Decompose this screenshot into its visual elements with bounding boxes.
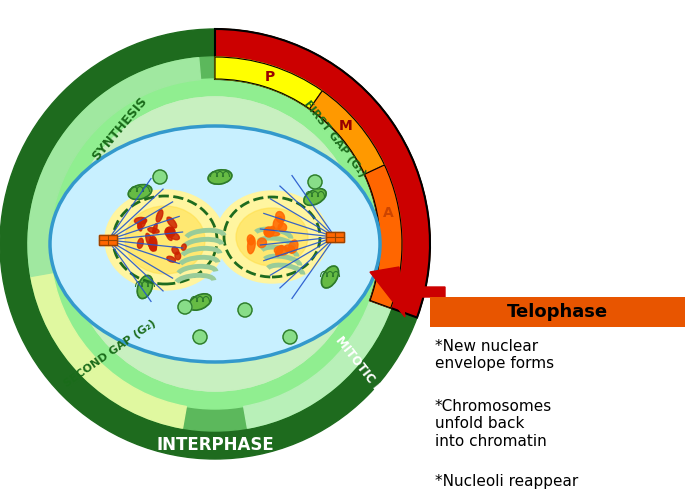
Text: *New nuclear
envelope forms: *New nuclear envelope forms	[435, 339, 554, 371]
Circle shape	[238, 303, 252, 317]
Wedge shape	[244, 301, 391, 428]
Circle shape	[68, 97, 362, 391]
Ellipse shape	[258, 238, 267, 247]
Text: FIRST GAP (G₁): FIRST GAP (G₁)	[302, 99, 368, 179]
Bar	[430, 297, 685, 327]
Ellipse shape	[278, 223, 286, 231]
Text: MITOTIC PHASE: MITOTIC PHASE	[333, 334, 407, 424]
Ellipse shape	[50, 126, 380, 362]
Ellipse shape	[276, 212, 285, 223]
Polygon shape	[370, 267, 445, 317]
Circle shape	[308, 175, 322, 189]
Circle shape	[50, 79, 380, 409]
Text: A: A	[383, 207, 393, 220]
Ellipse shape	[236, 208, 308, 266]
Text: *Chromosomes
unfold back
into chromatin: *Chromosomes unfold back into chromatin	[435, 399, 552, 449]
Ellipse shape	[189, 294, 211, 310]
Text: INTERPHASE: INTERPHASE	[156, 436, 274, 454]
Ellipse shape	[125, 206, 205, 274]
Text: M: M	[339, 119, 353, 133]
Ellipse shape	[167, 256, 176, 262]
Ellipse shape	[167, 234, 172, 241]
Ellipse shape	[149, 236, 157, 251]
Ellipse shape	[138, 218, 146, 229]
Bar	[99, 235, 117, 245]
Ellipse shape	[216, 191, 328, 283]
Wedge shape	[215, 57, 322, 109]
Wedge shape	[31, 273, 186, 428]
Bar	[326, 232, 344, 242]
Ellipse shape	[304, 188, 326, 205]
Wedge shape	[28, 58, 201, 277]
Ellipse shape	[181, 244, 186, 250]
Circle shape	[264, 227, 274, 237]
Circle shape	[153, 170, 167, 184]
Ellipse shape	[134, 217, 147, 224]
Circle shape	[28, 57, 402, 431]
Text: SECOND GAP (G₂): SECOND GAP (G₂)	[62, 318, 158, 390]
Ellipse shape	[175, 252, 181, 260]
Wedge shape	[215, 29, 430, 317]
Text: SYNTHESIS: SYNTHESIS	[90, 95, 150, 163]
Text: P: P	[265, 69, 274, 84]
Ellipse shape	[167, 217, 176, 228]
Bar	[326, 232, 344, 242]
Ellipse shape	[208, 170, 232, 184]
Ellipse shape	[105, 190, 225, 290]
Ellipse shape	[137, 238, 144, 248]
Ellipse shape	[146, 233, 153, 248]
Circle shape	[0, 29, 430, 459]
Wedge shape	[365, 165, 402, 308]
Text: *Nucleoli reappear: *Nucleoli reappear	[435, 474, 578, 489]
Ellipse shape	[168, 232, 179, 240]
Ellipse shape	[248, 237, 256, 254]
Ellipse shape	[247, 235, 254, 245]
Ellipse shape	[172, 247, 178, 254]
Circle shape	[283, 330, 297, 344]
Ellipse shape	[288, 240, 298, 253]
Circle shape	[193, 330, 207, 344]
Ellipse shape	[138, 223, 142, 231]
Ellipse shape	[149, 238, 156, 250]
Circle shape	[68, 97, 362, 391]
Bar	[99, 235, 117, 245]
Ellipse shape	[273, 216, 283, 230]
Ellipse shape	[284, 245, 295, 252]
Text: Telophase: Telophase	[507, 303, 608, 321]
Ellipse shape	[276, 246, 284, 256]
Ellipse shape	[137, 276, 153, 299]
Ellipse shape	[267, 232, 279, 236]
Ellipse shape	[153, 223, 158, 234]
Circle shape	[165, 227, 175, 237]
Ellipse shape	[274, 246, 288, 255]
Ellipse shape	[321, 266, 339, 288]
Ellipse shape	[128, 184, 152, 199]
Circle shape	[178, 300, 192, 314]
Ellipse shape	[151, 243, 156, 251]
Ellipse shape	[148, 228, 159, 233]
Ellipse shape	[268, 226, 274, 234]
Ellipse shape	[156, 210, 163, 222]
Wedge shape	[309, 91, 384, 174]
